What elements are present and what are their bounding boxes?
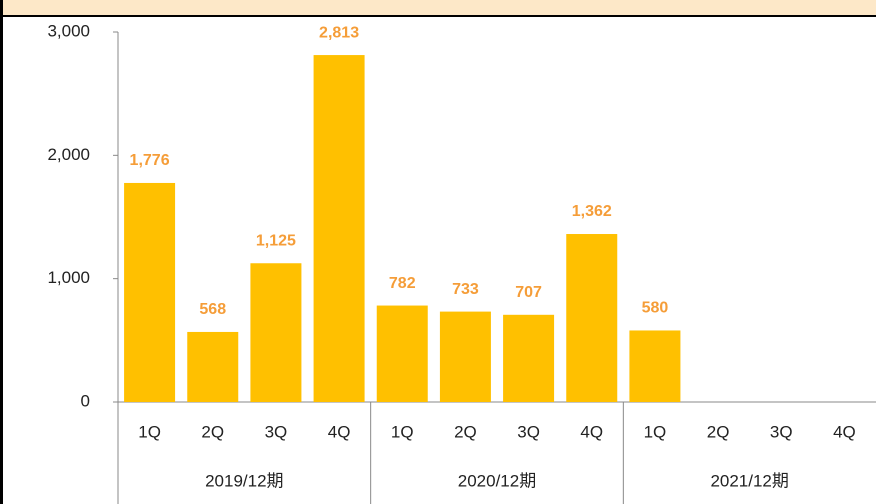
value-label: 733 [452, 281, 479, 298]
left-border [0, 0, 3, 504]
x-tick-label: 3Q [265, 422, 288, 441]
y-tick-label: 1,000 [47, 268, 90, 287]
x-tick-label: 1Q [644, 422, 667, 441]
x-tick-label: 3Q [770, 422, 793, 441]
bar [439, 311, 491, 402]
x-tick-label: 3Q [517, 422, 540, 441]
value-label: 782 [389, 275, 416, 292]
value-label: 2,813 [319, 24, 359, 41]
group-label: 2019/12期 [205, 471, 283, 490]
group-label: 2021/12期 [710, 471, 788, 490]
x-tick-label: 2Q [707, 422, 730, 441]
y-tick-label: 3,000 [47, 21, 90, 40]
bar [250, 263, 302, 402]
x-tick-label: 1Q [138, 422, 161, 441]
x-tick-label: 2Q [201, 422, 224, 441]
bar [187, 331, 239, 402]
bar [629, 330, 681, 402]
value-label: 707 [515, 284, 542, 301]
header-band [0, 0, 876, 16]
x-tick-label: 4Q [833, 422, 856, 441]
bar [503, 314, 555, 402]
x-tick-label: 2Q [454, 422, 477, 441]
value-label: 1,362 [572, 203, 612, 220]
x-tick-label: 4Q [328, 422, 351, 441]
bar [124, 182, 176, 402]
y-tick-label: 2,000 [47, 145, 90, 164]
bar [566, 234, 618, 402]
bar [376, 305, 428, 402]
bar [313, 55, 365, 403]
x-tick-label: 4Q [580, 422, 603, 441]
value-label: 1,776 [130, 152, 170, 169]
value-label: 580 [642, 300, 669, 317]
value-label: 1,125 [256, 232, 296, 249]
y-tick-label: 0 [81, 391, 90, 410]
x-tick-label: 1Q [391, 422, 414, 441]
group-label: 2020/12期 [458, 471, 536, 490]
value-label: 568 [199, 301, 226, 318]
